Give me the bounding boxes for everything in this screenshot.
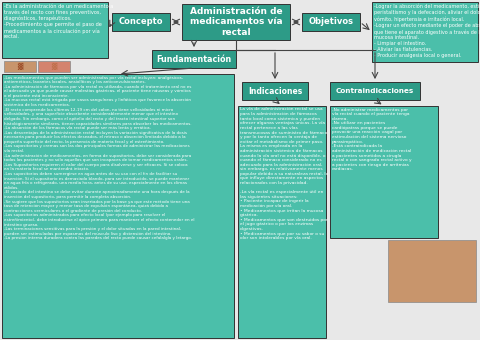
FancyBboxPatch shape bbox=[302, 13, 360, 31]
FancyBboxPatch shape bbox=[2, 74, 234, 338]
FancyBboxPatch shape bbox=[112, 13, 170, 31]
FancyBboxPatch shape bbox=[372, 2, 478, 62]
Text: Contraindicaciones: Contraindicaciones bbox=[336, 88, 414, 94]
FancyBboxPatch shape bbox=[238, 106, 326, 338]
Text: -Los medicamentos que pueden ser administradas por vía rectal incluyen: analgési: -Los medicamentos que pueden ser adminis… bbox=[3, 75, 194, 240]
Text: -Lograr la absorción del medicamento, estimular el
peristaltismo y la defecación: -Lograr la absorción del medicamento, es… bbox=[373, 3, 480, 58]
Text: -No administrar medicamentos por
vía rectal cuando el paciente tenga
diarrea.
-N: -No administrar medicamentos por vía rec… bbox=[332, 107, 411, 171]
Text: Concepto: Concepto bbox=[119, 17, 163, 27]
FancyBboxPatch shape bbox=[152, 50, 236, 68]
FancyBboxPatch shape bbox=[182, 4, 290, 40]
Text: Fundamentación: Fundamentación bbox=[156, 54, 232, 64]
FancyBboxPatch shape bbox=[330, 106, 438, 238]
Text: ▓: ▓ bbox=[51, 63, 57, 70]
FancyBboxPatch shape bbox=[242, 82, 308, 100]
FancyBboxPatch shape bbox=[4, 61, 36, 72]
FancyBboxPatch shape bbox=[388, 240, 476, 302]
Text: Administración de
medicamentos vía
rectal: Administración de medicamentos vía recta… bbox=[190, 7, 282, 37]
FancyBboxPatch shape bbox=[2, 2, 108, 58]
Text: Objetivos: Objetivos bbox=[309, 17, 353, 27]
Text: Indicaciones: Indicaciones bbox=[248, 86, 302, 96]
FancyBboxPatch shape bbox=[330, 82, 420, 100]
FancyBboxPatch shape bbox=[38, 61, 70, 72]
Text: La vía de administración rectal se usa
para la administración de fármacos
tanto : La vía de administración rectal se usa p… bbox=[240, 107, 328, 240]
Text: ▓: ▓ bbox=[17, 63, 23, 70]
Text: -Es la administración de un medicamento a
través del recto con fines preventivos: -Es la administración de un medicamento … bbox=[3, 3, 113, 39]
